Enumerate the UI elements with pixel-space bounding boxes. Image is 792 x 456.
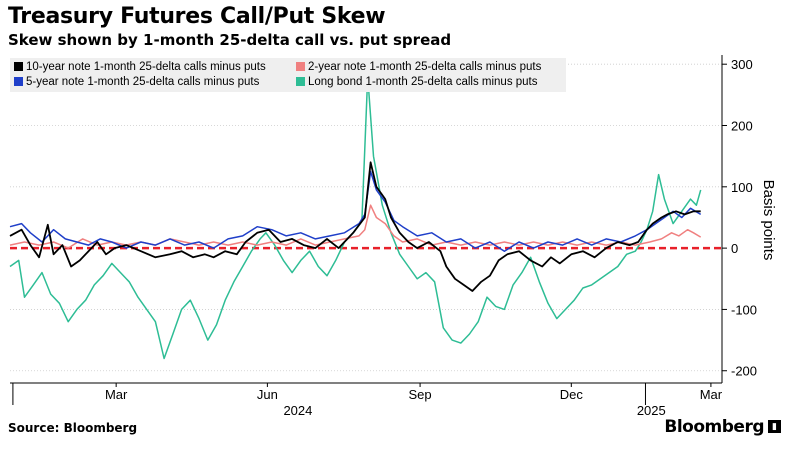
x-tick-label: Jun <box>257 387 278 402</box>
y-tick-label: -100 <box>731 302 757 317</box>
source-note: Source: Bloomberg <box>8 421 138 435</box>
series-line-ten-year <box>9 161 701 292</box>
y-axis-label: Basis points <box>760 180 777 261</box>
series-line-long-bond <box>9 75 702 360</box>
chart-subtitle: Skew shown by 1-month 25-delta call vs. … <box>8 31 452 49</box>
x-tick-label: Dec <box>560 387 584 402</box>
y-tick-label: 0 <box>731 241 738 256</box>
legend-label-2-year: 2-year note 1-month 25-delta calls minus… <box>308 61 542 73</box>
legend: 10-year note 1-month 25-delta calls minu… <box>10 58 566 92</box>
legend-label-long-bond: Long bond 1-month 25-delta calls minus p… <box>308 76 538 88</box>
y-axis: 300 200 100 0 -100 -200 <box>721 55 757 383</box>
bloomberg-terminal-icon: ▮ <box>768 420 781 433</box>
legend-label-10-year: 10-year note 1-month 25-delta calls minu… <box>26 61 266 73</box>
x-tick-label: Mar <box>105 387 128 402</box>
legend-item-10-year: 10-year note 1-month 25-delta calls minu… <box>14 61 266 73</box>
x-year-label: 2025 <box>637 403 666 418</box>
series-line-five-year <box>9 170 702 252</box>
bloomberg-logo: Bloomberg <box>664 417 764 437</box>
data-series <box>9 75 702 360</box>
x-year-label: 2024 <box>283 403 312 418</box>
y-tick-label: 100 <box>731 180 753 195</box>
legend-swatch-10-year <box>14 62 23 71</box>
y-tick-label: 300 <box>731 57 753 72</box>
x-tick-label: Sep <box>409 387 432 402</box>
chart-title: Treasury Futures Call/Put Skew <box>8 4 386 29</box>
legend-swatch-2-year <box>296 62 305 71</box>
legend-swatch-long-bond <box>296 77 305 86</box>
y-tick-label: 200 <box>731 119 753 134</box>
x-tick-label: Mar <box>700 387 723 402</box>
x-axis: Mar Jun Sep Dec Mar 2024 2025 <box>10 382 723 418</box>
legend-item-long-bond: Long bond 1-month 25-delta calls minus p… <box>296 76 538 88</box>
legend-item-5-year: 5-year note 1-month 25-delta calls minus… <box>14 76 259 88</box>
legend-swatch-5-year <box>14 77 23 86</box>
y-tick-label: -200 <box>731 364 757 379</box>
legend-label-5-year: 5-year note 1-month 25-delta calls minus… <box>26 76 260 88</box>
legend-item-2-year: 2-year note 1-month 25-delta calls minus… <box>296 61 541 73</box>
